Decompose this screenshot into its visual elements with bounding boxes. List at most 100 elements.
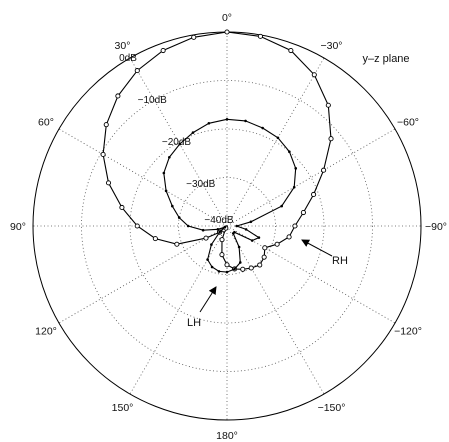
series-line-rh [102,31,332,270]
grid-spoke [226,57,325,227]
data-point-rh [134,223,140,229]
data-point-lh [162,171,166,175]
angle-tick-label: −30° [320,40,342,52]
data-point-rh [224,29,230,35]
annotation-arrow [301,239,333,257]
data-point-lh [250,239,254,242]
angle-tick-label: −60° [397,117,419,129]
data-point-lh [233,230,236,234]
angle-tick-label: 180° [216,430,238,442]
angle-tick-label: 90° [10,221,26,233]
data-point-rh [219,237,225,243]
data-point-lh [238,261,242,264]
data-point-lh [280,204,283,208]
data-point-lh [186,224,190,228]
angle-tick-label: 120° [35,326,57,338]
data-point-lh [201,228,205,232]
data-point-rh [300,209,306,216]
angle-tick-label: −120° [394,326,422,338]
angle-tick-label: 0° [222,12,232,24]
data-point-lh [233,267,236,271]
grid-spoke [58,225,228,324]
data-point-lh [223,225,227,229]
grid-ring [129,128,325,324]
grid-spoke [226,225,396,324]
grid-spoke [226,128,396,227]
ring-label: −10dB [138,95,168,106]
data-point-lh [249,220,253,224]
angle-tick-label: 150° [112,402,134,414]
data-point-lh [217,270,221,273]
data-point-rh [311,191,317,198]
data-point-lh [178,142,182,146]
data-point-lh [225,118,229,121]
data-point-rh [103,122,109,128]
angle-tick-label: −150° [318,402,346,414]
data-point-lh [210,243,213,246]
angle-tick-label: −90° [425,221,447,233]
data-point-rh [274,241,280,247]
angle-tick-label: 30° [115,40,131,52]
data-point-rh [321,167,327,173]
data-point-lh [237,245,241,249]
data-point-rh [240,266,246,272]
data-point-lh [292,185,296,189]
grid-spoke [226,225,325,395]
angle-tick-label: 60° [38,117,54,129]
data-point-lh [207,122,211,125]
annotations: RH LH [187,239,348,329]
data-point-rh [119,204,125,211]
ring-label: 0dB [119,53,137,64]
data-point-lh [164,189,168,193]
data-point-rh [262,245,268,251]
data-point-lh [218,230,221,234]
data-point-lh [171,204,174,208]
grid-spoke [129,225,228,395]
grid-spoke [129,57,228,227]
data-point-rh [105,180,112,186]
angle-tick-labels: 0° 30° 60° 90° 120° 150° 180° −150° −120° −90° −60… [10,12,447,442]
polar-grid [33,32,421,420]
plane-label: y–z plane [362,53,409,65]
data-point-rh [160,47,166,54]
data-point-lh [216,228,220,231]
data-point-lh [288,150,291,153]
data-point-lh [225,270,229,274]
data-point-lh [276,136,280,140]
data-point-lh [244,228,248,231]
annotation-arrow [199,286,217,313]
data-point-lh [191,131,195,134]
data-point-rh [286,234,292,240]
data-point-rh [191,34,197,40]
data-point-rh [292,223,298,229]
data-point-rh [311,72,317,78]
ring-labels: 0dB −10dB −20dB −30dB −40dB [119,53,234,226]
data-point-rh [100,151,106,158]
data-point-lh [168,155,171,159]
grid-ring [81,80,373,372]
data-point-rh [134,68,140,74]
data-point-rh [325,102,331,108]
data-point-lh [210,265,214,269]
data-point-lh [294,167,298,170]
data-point-rh [174,241,180,247]
series-layer [100,29,334,274]
data-point-rh [257,262,263,268]
data-point-rh [257,33,263,39]
data-point-rh [261,254,267,260]
ring-label: −20dB [162,137,192,148]
data-point-rh [224,262,230,268]
data-point-rh [248,265,254,271]
data-point-rh [288,47,294,54]
data-point-lh [177,216,181,219]
ring-label: −40dB [204,215,234,226]
data-point-rh [152,236,158,242]
data-point-rh [203,235,209,241]
annotation-label-rh: RH [332,255,348,267]
data-point-rh [115,93,121,99]
grid-ring [178,177,276,275]
data-point-lh [235,224,238,228]
data-point-lh [261,126,264,130]
grid-spoke [58,128,228,227]
